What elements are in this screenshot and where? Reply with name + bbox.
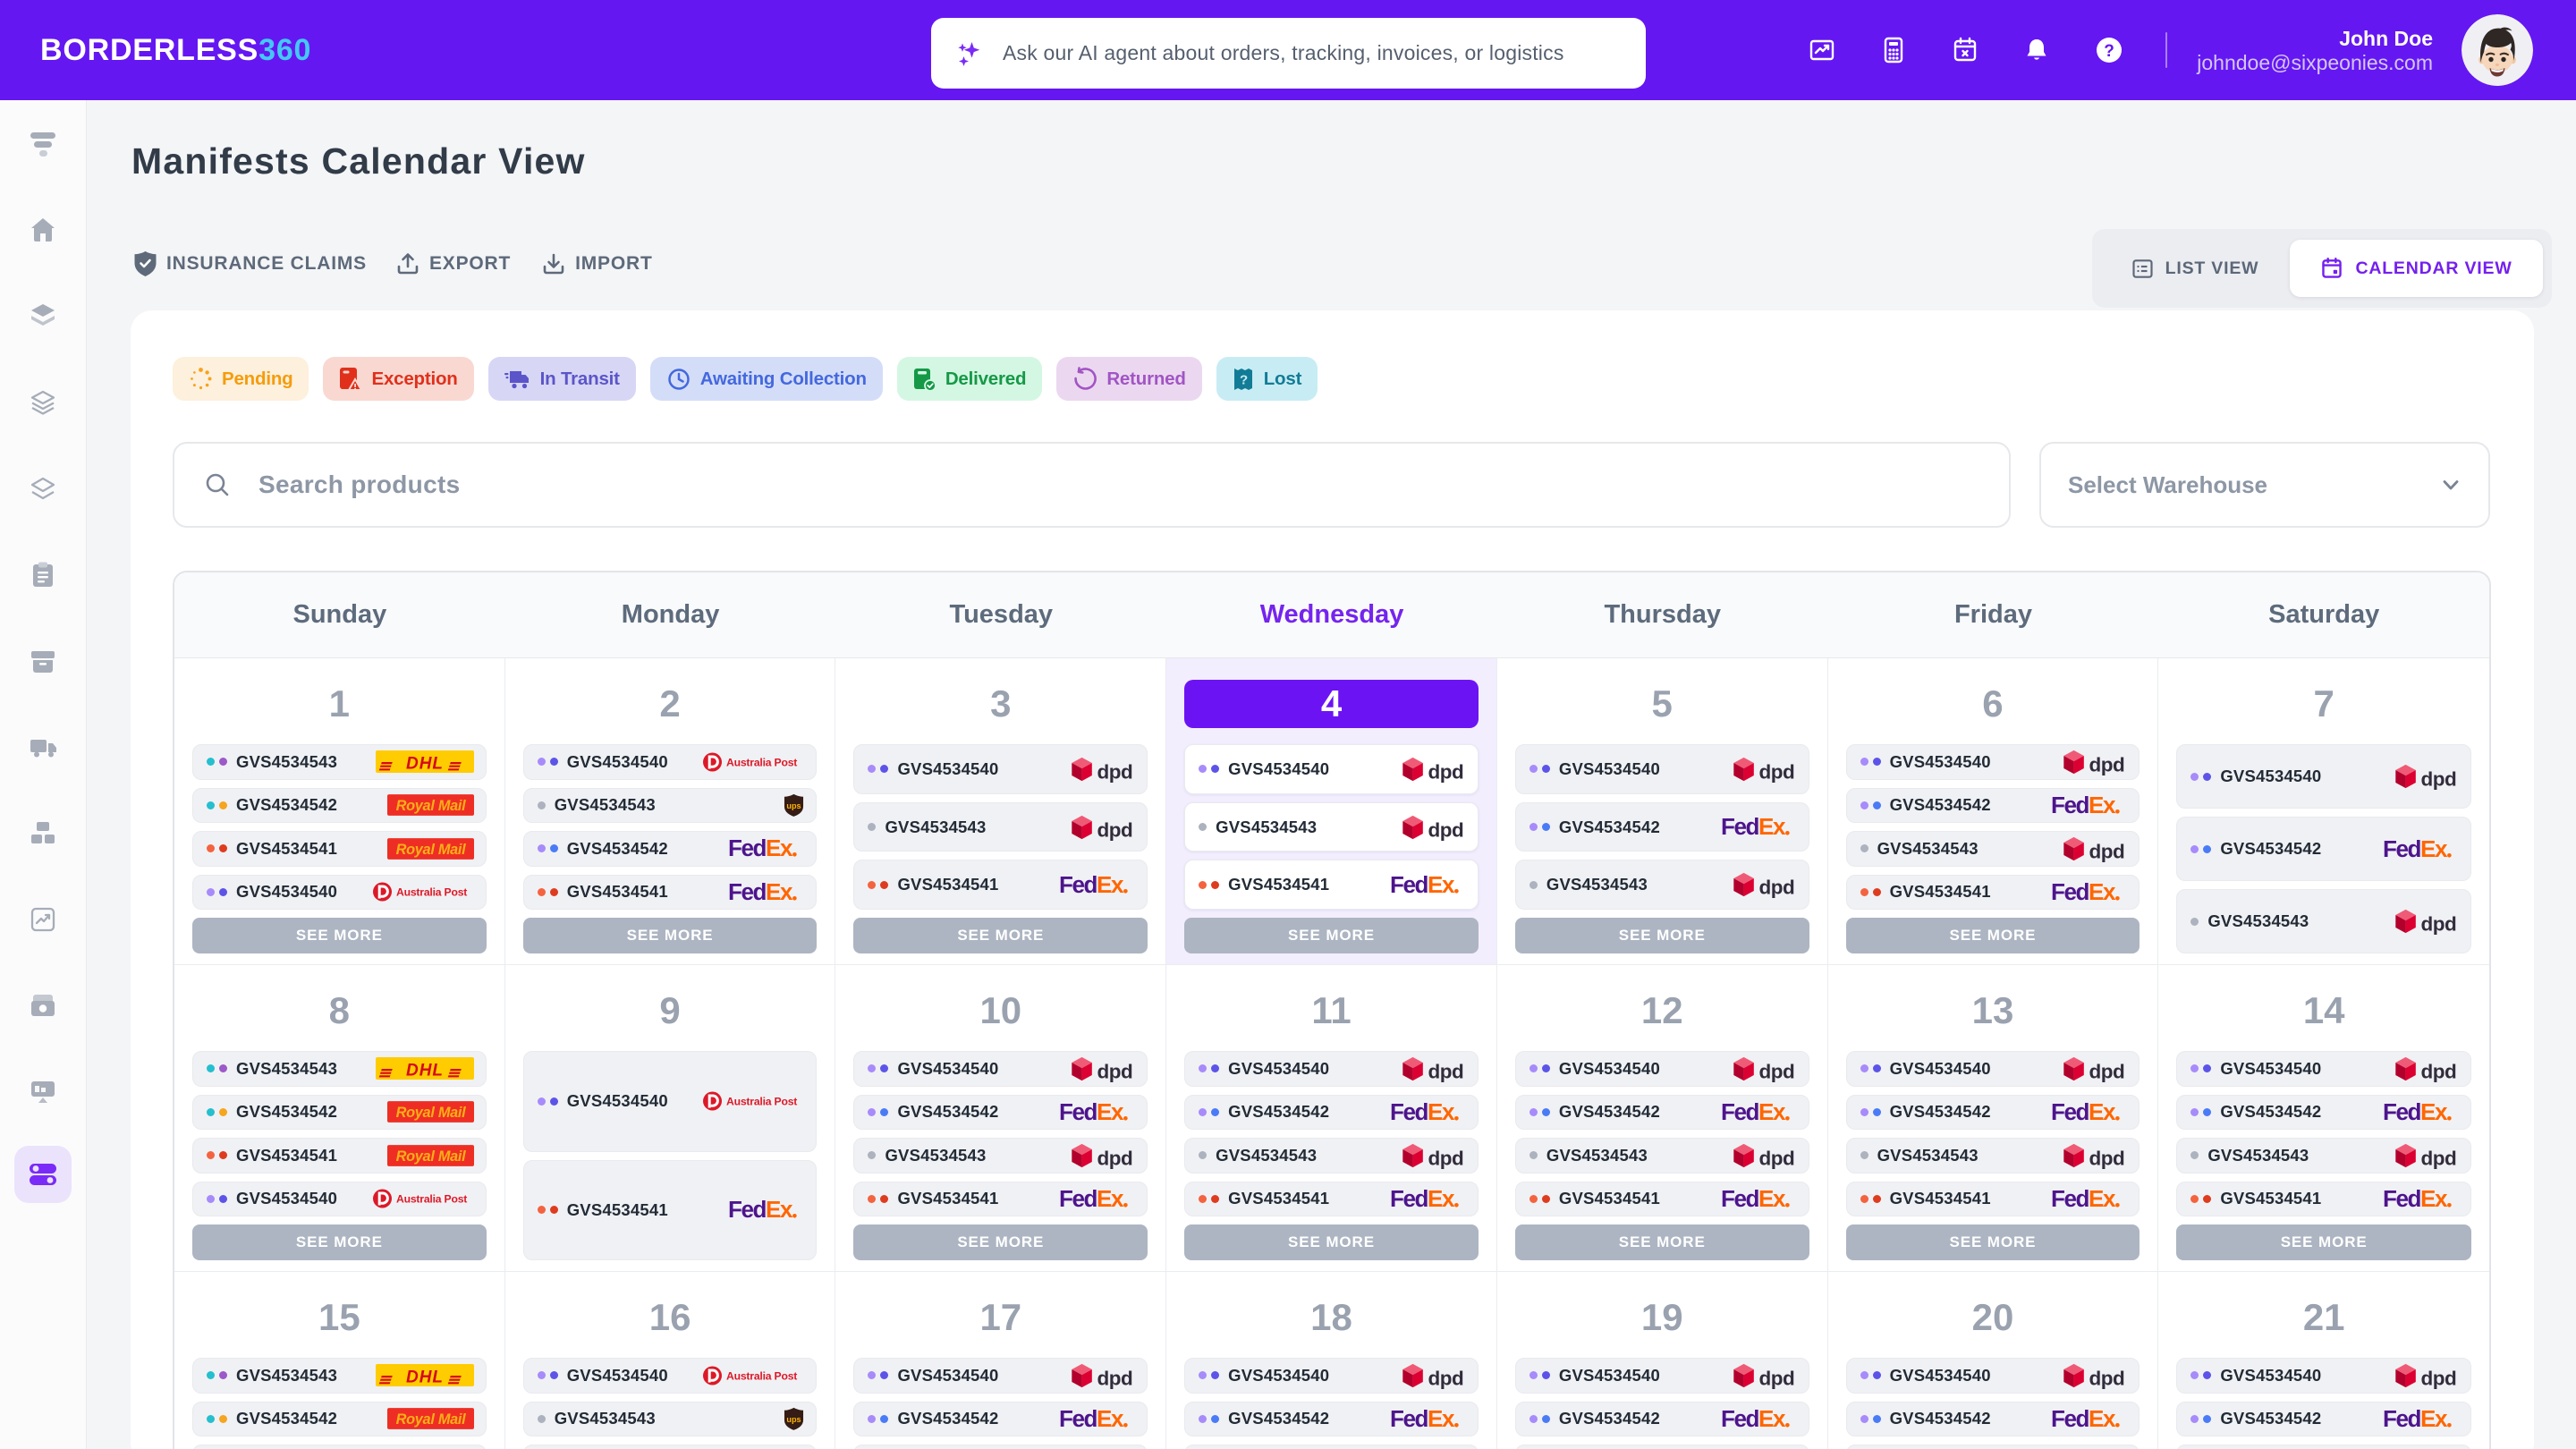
svg-text:?: ? <box>2104 42 2114 61</box>
svg-text:?: ? <box>1240 372 1248 387</box>
